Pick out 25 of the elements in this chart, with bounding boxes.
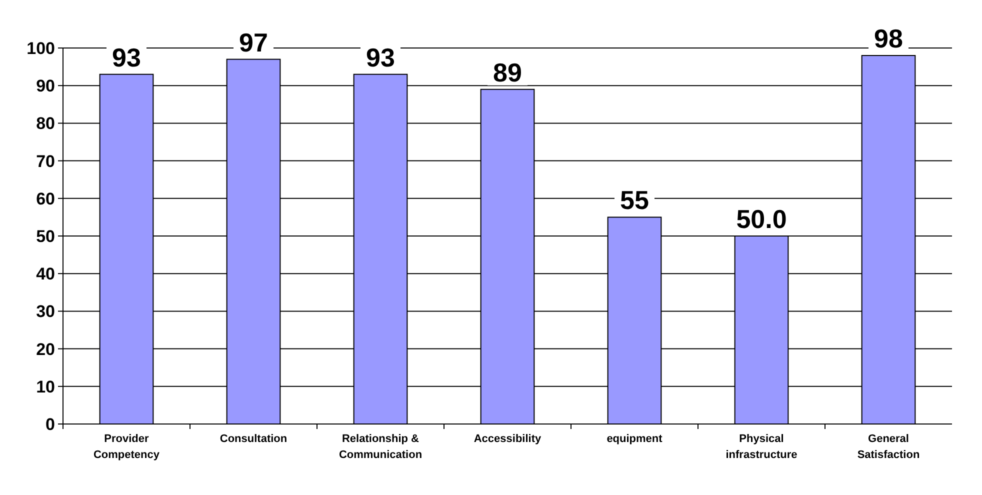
x-tick-label: Provider Competency	[93, 433, 160, 461]
y-tick-label: 30	[36, 302, 55, 322]
x-tick-label: Accessibility	[474, 433, 542, 445]
y-tick-label: 60	[36, 189, 55, 208]
data-label: 50.0	[736, 204, 787, 234]
data-label: 89	[493, 57, 522, 88]
y-tick-label: 20	[36, 340, 55, 359]
data-label: 55	[620, 185, 649, 216]
y-tick-label: 100	[26, 38, 55, 58]
x-tick-label: Relationship & Communication	[338, 433, 422, 461]
y-tick-label: 70	[36, 152, 55, 171]
data-label: 98	[874, 24, 903, 54]
data-label: 93	[112, 42, 141, 72]
x-tick-label: Consultation	[220, 433, 288, 445]
data-label: 93	[366, 42, 395, 72]
x-tick-label: Physical infrastructure	[726, 433, 798, 461]
y-tick-label: 10	[36, 377, 55, 396]
data-label: 97	[239, 27, 268, 58]
x-tick-label: General Satisfaction	[857, 433, 920, 461]
y-tick-label: 80	[36, 114, 55, 134]
y-tick-label: 90	[36, 76, 55, 96]
x-tick-label: equipment	[606, 433, 663, 445]
y-tick-label: 0	[46, 414, 55, 434]
y-tick-label: 50	[36, 226, 55, 246]
y-tick-label: 40	[36, 264, 55, 284]
